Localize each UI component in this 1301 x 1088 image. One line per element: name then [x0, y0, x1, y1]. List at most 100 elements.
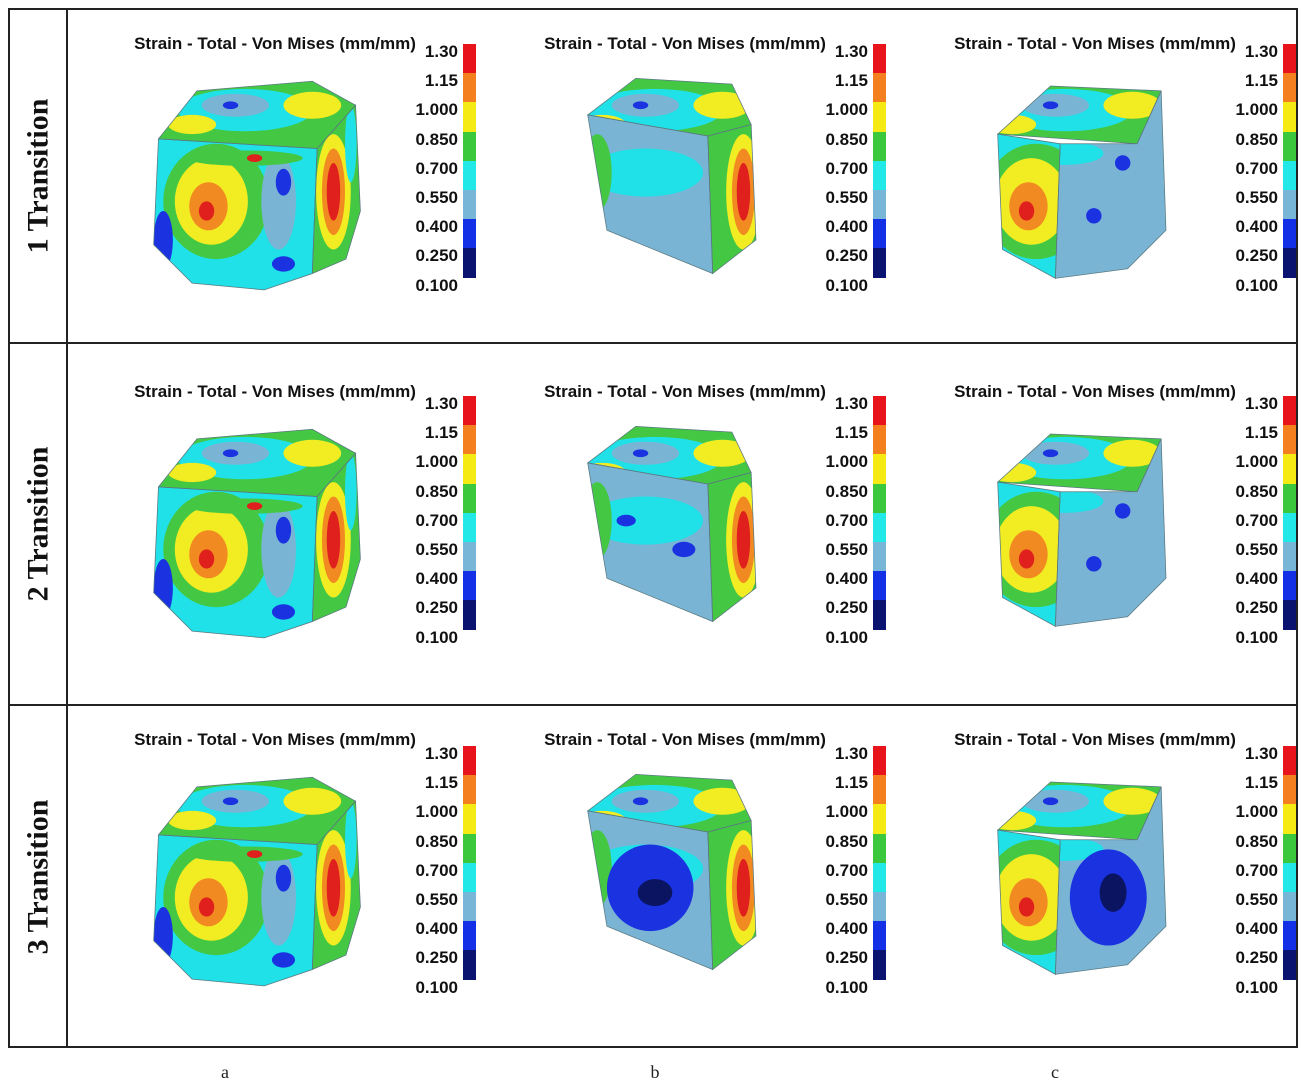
legend-color-band: [873, 892, 886, 922]
legend-tick-label: 0.700: [415, 158, 458, 178]
panel-title: Strain - Total - Von Mises (mm/mm): [954, 382, 1236, 401]
row-label-2: 2 Transition: [10, 344, 66, 704]
legend-color-band: [463, 542, 476, 572]
legend-color-band: [1283, 892, 1296, 922]
legend-color-band: [1283, 219, 1296, 249]
legend-color-band: [1283, 921, 1296, 951]
legend-color-band: [873, 131, 886, 162]
legend-color-band: [873, 73, 886, 103]
legend-color-band: [1283, 804, 1296, 835]
legend-color-band: [873, 804, 886, 835]
legend-tick-label: 0.100: [825, 977, 868, 997]
row-label-3-text: 3 Transition: [21, 799, 55, 955]
legend-tick-label: 0.700: [825, 510, 868, 530]
contour-panel-a-row2: Strain - Total - Von Mises (mm/mm) 1.30 1.…: [70, 382, 480, 702]
legend-color-band: [463, 775, 476, 805]
legend-color-band: [1283, 833, 1296, 864]
strain-contour-solid: [586, 425, 757, 623]
legend-color-band: [463, 833, 476, 864]
legend-tick-label: 1.000: [825, 100, 868, 120]
legend-tick-label: 0.550: [825, 540, 868, 559]
legend-color-band: [463, 219, 476, 249]
legend-tick-label: 1.15: [424, 71, 458, 91]
column-label-a: a: [221, 1062, 229, 1082]
legend-tick-label: 0.250: [1235, 598, 1278, 618]
legend-tick-label: 0.550: [1235, 890, 1278, 909]
legend-tick-label: 0.550: [1235, 540, 1278, 559]
strain-contour-solid: [153, 776, 361, 987]
legend-color-band: [463, 131, 476, 162]
legend-tick-label: 1.000: [415, 452, 458, 472]
color-scale-legend: 1.30 1.15 1.000 0.850 0.700 0.550 0.400 0.250 0.…: [380, 394, 476, 647]
legend-color-band: [463, 921, 476, 951]
legend-color-band: [463, 190, 476, 220]
contour-panel-b-row3: Strain - Total - Von Mises (mm/mm) 1.30 1.…: [480, 730, 890, 1050]
strain-contour-solid: [586, 773, 757, 971]
legend-tick-label: 0.250: [415, 948, 458, 968]
legend-color-band: [1283, 483, 1296, 514]
legend-tick-label: 1.15: [1244, 423, 1278, 443]
legend-tick-label: 0.100: [415, 275, 458, 295]
legend-tick-label: 1.000: [825, 452, 868, 472]
panel-title: Strain - Total - Von Mises (mm/mm): [544, 382, 826, 401]
legend-color-band: [873, 219, 886, 249]
legend-color-band: [463, 44, 476, 74]
legend-color-band: [463, 425, 476, 455]
legend-tick-label: 1.30: [424, 744, 458, 763]
legend-color-band: [1283, 862, 1296, 893]
legend-tick-label: 0.100: [1235, 627, 1278, 647]
legend-tick-label: 0.550: [825, 188, 868, 207]
legend-tick-label: 1.000: [1235, 100, 1278, 120]
panel-title: Strain - Total - Von Mises (mm/mm): [954, 34, 1236, 53]
legend-color-band: [1283, 102, 1296, 133]
panel-title: Strain - Total - Von Mises (mm/mm): [134, 34, 416, 53]
legend-color-band: [1283, 600, 1296, 631]
legend-color-band: [463, 950, 476, 981]
legend-color-band: [463, 804, 476, 835]
legend-tick-label: 1.30: [1244, 394, 1278, 413]
legend-tick-label: 0.100: [1235, 977, 1278, 997]
legend-tick-label: 0.250: [825, 598, 868, 618]
legend-color-band: [873, 833, 886, 864]
legend-color-band: [1283, 542, 1296, 572]
row-divider-2: [10, 704, 1296, 706]
strain-contour-solid: [996, 85, 1167, 279]
legend-color-band: [873, 775, 886, 805]
legend-tick-label: 0.850: [415, 831, 458, 851]
row-label-2-text: 2 Transition: [21, 446, 55, 602]
legend-tick-label: 0.700: [1235, 158, 1278, 178]
legend-tick-label: 1.15: [424, 423, 458, 443]
contour-panel-a-row3: Strain - Total - Von Mises (mm/mm) 1.30 1.…: [70, 730, 480, 1050]
legend-tick-label: 0.850: [825, 129, 868, 149]
strain-contour-solid: [996, 433, 1167, 627]
legend-tick-label: 0.100: [825, 275, 868, 295]
color-scale-legend: 1.30 1.15 1.000 0.850 0.700 0.550 0.400 0.250 0.…: [380, 42, 476, 295]
legend-color-band: [873, 102, 886, 133]
column-label-b: b: [650, 1062, 660, 1082]
legend-tick-label: 0.850: [1235, 831, 1278, 851]
legend-tick-label: 1.30: [834, 744, 868, 763]
legend-tick-label: 1.000: [415, 802, 458, 822]
legend-color-band: [873, 483, 886, 514]
panel-title: Strain - Total - Von Mises (mm/mm): [954, 730, 1236, 749]
legend-color-band: [1283, 425, 1296, 455]
row-divider-1: [10, 342, 1296, 344]
legend-tick-label: 0.250: [1235, 948, 1278, 968]
legend-color-band: [873, 862, 886, 893]
legend-tick-label: 0.550: [415, 540, 458, 559]
legend-color-band: [873, 921, 886, 951]
legend-color-band: [463, 571, 476, 601]
legend-color-band: [463, 483, 476, 514]
panel-title: Strain - Total - Von Mises (mm/mm): [544, 34, 826, 53]
legend-tick-label: 0.700: [415, 510, 458, 530]
legend-tick-label: 1.000: [825, 802, 868, 822]
legend-tick-label: 1.15: [1244, 71, 1278, 91]
color-scale-legend: 1.30 1.15 1.000 0.850 0.700 0.550 0.400 0.250 0.…: [1200, 42, 1296, 295]
legend-tick-label: 0.700: [825, 860, 868, 880]
legend-tick-label: 0.850: [1235, 481, 1278, 501]
legend-tick-label: 0.400: [415, 919, 458, 939]
label-column-divider: [66, 10, 68, 1046]
legend-color-band: [873, 160, 886, 191]
row-label-1-text: 1 Transition: [21, 98, 55, 254]
legend-tick-label: 0.250: [415, 246, 458, 266]
